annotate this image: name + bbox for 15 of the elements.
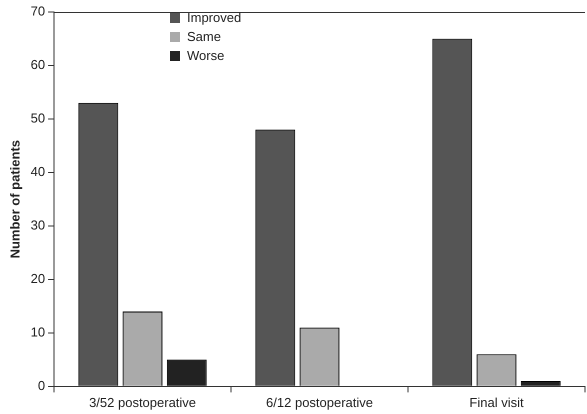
y-tick-label: 10 [30, 324, 46, 340]
x-tick-label: 3/52 postoperative [89, 394, 196, 410]
y-tick-label: 0 [38, 378, 46, 393]
y-tick-label: 40 [30, 164, 46, 180]
y-tick-label: 20 [30, 271, 46, 286]
y-tick-label: 30 [30, 218, 46, 233]
y-axis-title: Number of patients [7, 140, 22, 258]
y-tick-label: 70 [30, 4, 46, 19]
x-tick-label: 6/12 postoperative [266, 394, 374, 410]
y-tick-label: 50 [30, 110, 46, 126]
legend-label: Worse [187, 48, 224, 63]
x-tick-label: Final visit [469, 394, 524, 410]
y-tick-label: 60 [30, 57, 46, 72]
legend-label: Improved [187, 10, 242, 25]
legend-label: Same [187, 29, 221, 44]
